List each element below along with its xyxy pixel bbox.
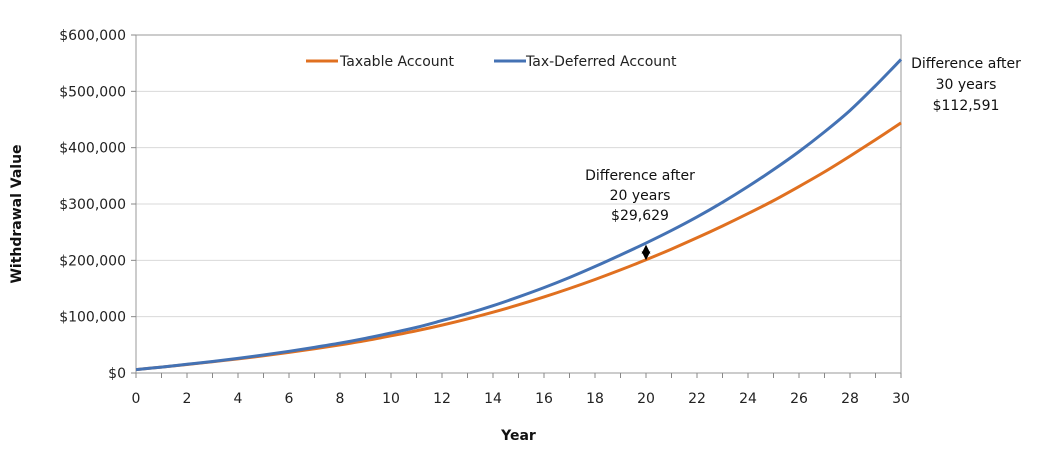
x-tick-label: 16 — [535, 391, 553, 407]
y-tick-label: $200,000 — [59, 253, 126, 269]
x-tick-label: 10 — [382, 391, 400, 407]
y-axis-ticks: $0 $100,000 $200,000 $300,000 $400,000 $500,0… — [59, 28, 136, 382]
y-tick-label: $400,000 — [59, 141, 126, 157]
annotation-difference-20-years: Difference after 20 years $29,629 — [585, 168, 695, 261]
annotation-30-line-1: Difference after — [911, 56, 1021, 72]
annotation-30-line-2: 30 years — [936, 77, 997, 93]
legend-label-taxable: Taxable Account — [339, 54, 455, 70]
x-tick-label: 12 — [433, 391, 451, 407]
annotation-20-line-3: $29,629 — [611, 208, 669, 224]
y-tick-label: $0 — [108, 366, 126, 382]
x-axis-ticks: 0 2 4 6 8 10 12 14 16 18 20 22 24 26 28 30 — [132, 373, 910, 407]
y-tick-label: $500,000 — [59, 84, 126, 100]
x-tick-label: 18 — [586, 391, 604, 407]
y-axis-title: Withdrawal Value — [9, 144, 25, 283]
x-tick-label: 26 — [790, 391, 808, 407]
grid-layer — [136, 90, 901, 318]
x-tick-label: 22 — [688, 391, 706, 407]
x-tick-label: 30 — [892, 391, 910, 407]
x-tick-label: 14 — [484, 391, 502, 407]
x-tick-label: 8 — [336, 391, 345, 407]
x-tick-label: 20 — [637, 391, 655, 407]
annotation-difference-30-years: Difference after 30 years $112,591 — [911, 56, 1021, 114]
series-layer — [135, 58, 903, 372]
annotation-30-line-3: $112,591 — [933, 98, 1000, 114]
x-tick-label: 28 — [841, 391, 859, 407]
legend-label-tax-deferred: Tax-Deferred Account — [525, 54, 677, 70]
y-tick-label: $600,000 — [59, 28, 126, 44]
y-tick-label: $300,000 — [59, 197, 126, 213]
x-tick-label: 24 — [739, 391, 757, 407]
x-axis-title: Year — [500, 428, 536, 444]
x-tick-label: 4 — [234, 391, 243, 407]
annotation-20-line-2: 20 years — [610, 188, 671, 204]
x-tick-label: 2 — [183, 391, 192, 407]
series-line-tax-deferred-account — [135, 58, 903, 372]
y-tick-label: $100,000 — [59, 310, 126, 326]
x-tick-label: 6 — [285, 391, 294, 407]
x-tick-label: 0 — [132, 391, 141, 407]
legend: Taxable Account Tax-Deferred Account — [306, 54, 677, 70]
annotation-20-line-1: Difference after — [585, 168, 695, 184]
